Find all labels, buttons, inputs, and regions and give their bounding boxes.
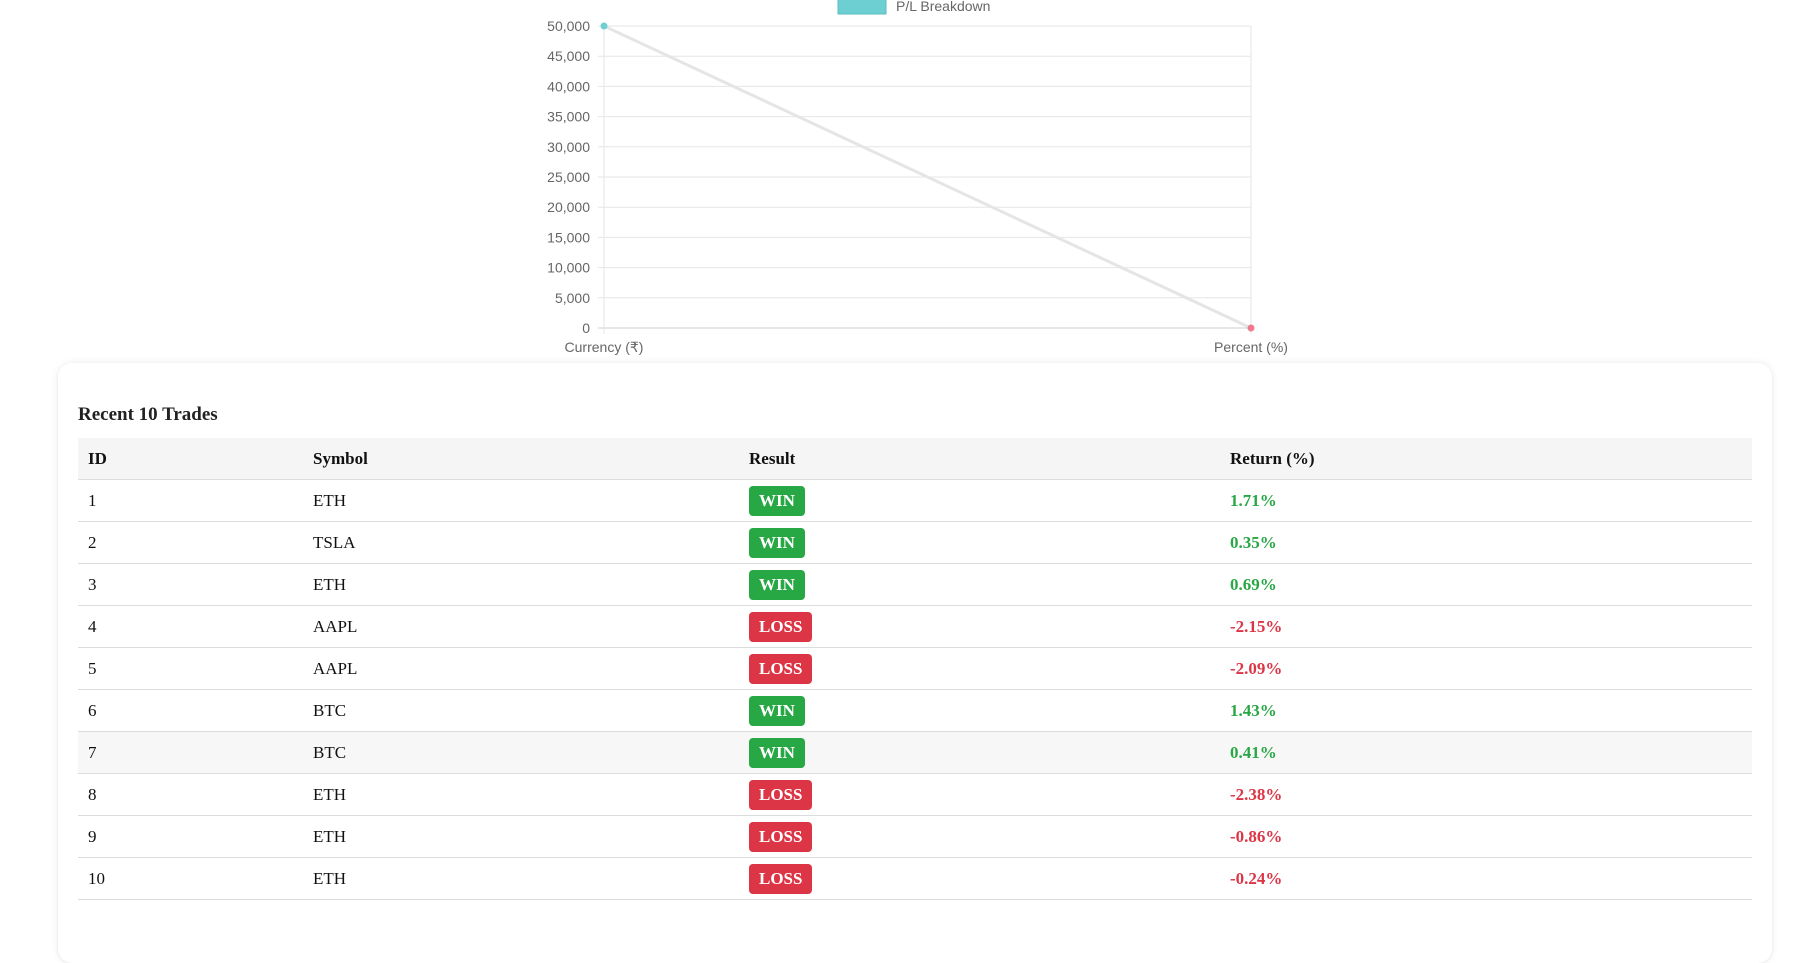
column-header-id: ID <box>78 438 303 480</box>
result-badge: LOSS <box>749 611 813 642</box>
y-tick-label: 30,000 <box>547 139 590 155</box>
column-header-return: Return (%) <box>1220 438 1752 480</box>
recent-trades-title: Recent 10 Trades <box>78 404 218 425</box>
table-row: 8 ETH LOSS -2.38% <box>78 773 1752 816</box>
table-row: 9 ETH LOSS -0.86% <box>78 815 1752 858</box>
trade-symbol: ETH <box>303 479 739 522</box>
y-tick-label: 5,000 <box>555 290 590 306</box>
trade-symbol: ETH <box>303 857 739 900</box>
y-tick-label: 10,000 <box>547 260 590 276</box>
trade-return: 1.43% <box>1230 700 1277 720</box>
trade-id: 5 <box>78 647 303 690</box>
result-badge: WIN <box>749 569 805 600</box>
trade-id: 7 <box>78 731 303 774</box>
series-line <box>603 24 1252 330</box>
trade-id: 4 <box>78 605 303 648</box>
result-badge: LOSS <box>749 779 813 810</box>
table-row: 10 ETH LOSS -0.24% <box>78 857 1752 900</box>
result-badge: WIN <box>749 737 805 768</box>
result-badge: WIN <box>749 695 805 726</box>
chart-svg: 0 5,000 10,000 15,000 20,000 25,000 30,000 35,0… <box>547 0 1288 355</box>
trade-symbol: ETH <box>303 563 739 606</box>
trade-return: -0.24% <box>1230 868 1283 888</box>
trade-return: 0.35% <box>1230 532 1277 552</box>
trades-header-row: ID Symbol Result Return (%) <box>78 438 1752 480</box>
trade-symbol: BTC <box>303 689 739 732</box>
result-badge: LOSS <box>749 653 813 684</box>
trade-id: 8 <box>78 773 303 816</box>
table-row: 4 AAPL LOSS -2.15% <box>78 605 1752 648</box>
table-row: 1 ETH WIN 1.71% <box>78 479 1752 522</box>
trade-return: -2.15% <box>1230 616 1283 636</box>
trade-symbol: TSLA <box>303 521 739 564</box>
trade-return: 0.69% <box>1230 574 1277 594</box>
recent-trades-card: Recent 10 Trades ID Symbol Result Return… <box>58 363 1772 963</box>
y-tick-label: 35,000 <box>547 109 590 125</box>
trade-id: 2 <box>78 521 303 564</box>
y-tick-label: 0 <box>582 320 590 336</box>
trade-symbol: ETH <box>303 815 739 858</box>
trade-return: -2.09% <box>1230 658 1283 678</box>
trades-table: ID Symbol Result Return (%) 1 ETH WIN 1.… <box>78 438 1752 900</box>
trade-symbol: AAPL <box>303 605 739 648</box>
trade-id: 3 <box>78 563 303 606</box>
trade-id: 9 <box>78 815 303 858</box>
table-row: 6 BTC WIN 1.43% <box>78 689 1752 732</box>
legend-swatch <box>837 0 887 15</box>
y-tick-label: 20,000 <box>547 199 590 215</box>
y-tick-label: 50,000 <box>547 18 590 34</box>
trade-return: 0.41% <box>1230 742 1277 762</box>
table-row: 5 AAPL LOSS -2.09% <box>78 647 1752 690</box>
column-header-result: Result <box>739 438 1220 480</box>
table-row: 3 ETH WIN 0.69% <box>78 563 1752 606</box>
y-tick-label: 45,000 <box>547 48 590 64</box>
trade-id: 1 <box>78 479 303 522</box>
y-tick-label: 25,000 <box>547 169 590 185</box>
column-header-symbol: Symbol <box>303 438 739 480</box>
x-tick-label: Currency (₹) <box>565 339 644 355</box>
data-point <box>1247 324 1255 332</box>
trade-id: 10 <box>78 857 303 900</box>
table-row: 7 BTC WIN 0.41% <box>78 731 1752 774</box>
data-point <box>600 22 608 30</box>
result-badge: WIN <box>749 527 805 558</box>
result-badge: LOSS <box>749 863 813 894</box>
trade-return: -0.86% <box>1230 826 1283 846</box>
result-badge: WIN <box>749 485 805 516</box>
trade-symbol: BTC <box>303 731 739 774</box>
trade-return: -2.38% <box>1230 784 1283 804</box>
trade-return: 1.71% <box>1230 490 1277 510</box>
table-row: 2 TSLA WIN 0.35% <box>78 521 1752 564</box>
trade-id: 6 <box>78 689 303 732</box>
result-badge: LOSS <box>749 821 813 852</box>
x-tick-label: Percent (%) <box>1214 339 1288 355</box>
trade-symbol: ETH <box>303 773 739 816</box>
legend-label: P/L Breakdown <box>896 0 990 14</box>
y-tick-label: 40,000 <box>547 78 590 94</box>
y-tick-label: 15,000 <box>547 229 590 245</box>
trade-symbol: AAPL <box>303 647 739 690</box>
pl-breakdown-chart: 0 5,000 10,000 15,000 20,000 25,000 30,000 35,0… <box>0 0 1818 365</box>
